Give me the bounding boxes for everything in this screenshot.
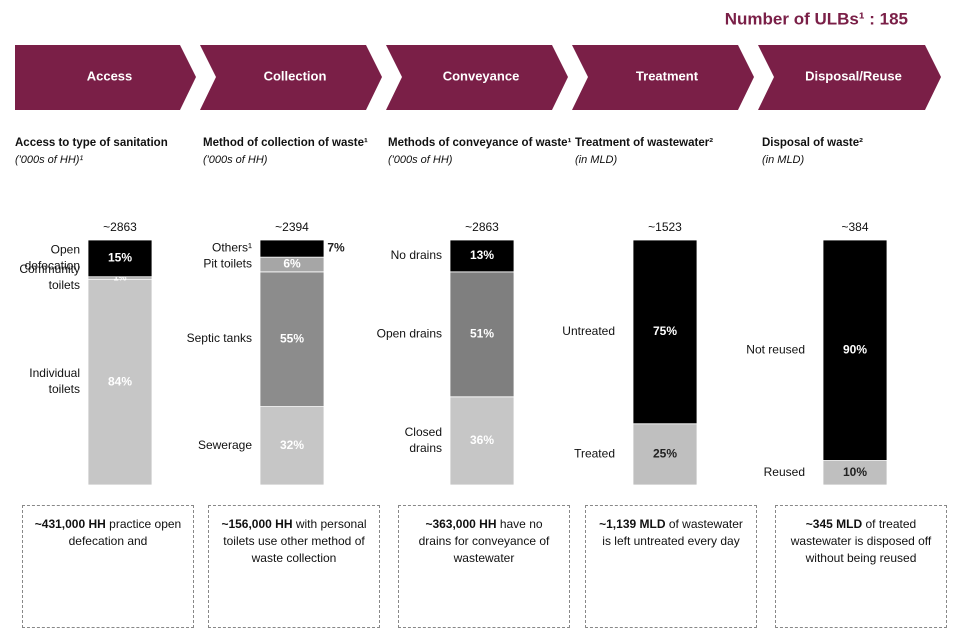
- step-label: Treatment: [636, 68, 699, 83]
- bar-segment: [632, 239, 698, 425]
- value-label: 15%: [108, 251, 132, 265]
- value-label: 13%: [470, 248, 494, 262]
- segment-label: Pit toilets: [203, 257, 252, 271]
- total-label: ~1523: [648, 220, 682, 234]
- note-bold: ~363,000 HH: [425, 517, 497, 531]
- value-label: 10%: [843, 465, 867, 479]
- note-bold: ~345 MLD: [805, 517, 863, 531]
- bar-segment: [87, 239, 153, 278]
- step-arrow: [572, 45, 754, 110]
- note-text: of treated wastewater is disposed off wi…: [790, 517, 932, 565]
- bar-segment: [87, 278, 153, 486]
- chart-title: Treatment of wastewater²: [575, 137, 713, 149]
- value-label: 6%: [283, 257, 301, 271]
- bar-segment: [449, 396, 515, 486]
- value-label: 51%: [470, 326, 494, 340]
- value-label: 36%: [470, 433, 494, 447]
- chart-subtitle: ('000s of HH)¹: [15, 154, 83, 166]
- segment-label: Untreated: [562, 324, 615, 338]
- note-text: of wastewater is left untreated every da…: [602, 517, 743, 548]
- note-text: with personal toilets use other method o…: [223, 517, 367, 565]
- bar-segment: [259, 271, 325, 408]
- bar-segment: [822, 239, 888, 461]
- chart-title: Access to type of sanitation: [15, 137, 168, 149]
- step-arrow: [15, 45, 196, 110]
- note-box: ~431,000 HH practice open defecation and: [22, 505, 194, 628]
- note-box: ~363,000 HH have no drains for conveyanc…: [398, 505, 570, 628]
- chart-subtitle: ('000s of HH): [203, 154, 268, 166]
- segment-label: Septic tanks: [187, 331, 252, 345]
- segment-label: No drains: [391, 248, 442, 262]
- bar-segment: [259, 239, 325, 258]
- segment-label: Treated: [574, 447, 615, 461]
- chart-title: Method of collection of waste¹: [203, 137, 368, 149]
- header-title: Number of ULBs¹ : 185: [725, 9, 908, 28]
- segment-label: Reused: [764, 465, 805, 479]
- step-arrow: [200, 45, 382, 110]
- value-label: 25%: [653, 447, 677, 461]
- note-bold: ~1,139 MLD: [599, 517, 666, 531]
- bar-segment: [449, 239, 515, 273]
- segment-label: Closed drains: [405, 425, 442, 455]
- step-arrow: [758, 45, 941, 110]
- value-label: 55%: [280, 331, 304, 345]
- step-label: Conveyance: [443, 68, 520, 83]
- note-box: ~345 MLD of treated wastewater is dispos…: [775, 505, 947, 628]
- note-text: practice open defecation and: [68, 517, 182, 548]
- step-label: Disposal/Reuse: [805, 68, 902, 83]
- step-arrow: [386, 45, 568, 110]
- chart-subtitle: ('000s of HH): [388, 154, 453, 166]
- chart-title: Methods of conveyance of waste¹: [388, 137, 572, 149]
- step-label: Access: [87, 68, 133, 83]
- total-label: ~2863: [103, 220, 137, 234]
- value-label: 1%: [113, 272, 126, 282]
- note-box: ~1,139 MLD of wastewater is left untreat…: [585, 505, 757, 628]
- value-label: 90%: [843, 342, 867, 356]
- segment-label: Not reused: [746, 342, 805, 356]
- note-bold: ~431,000 HH: [34, 517, 106, 531]
- segment-label: Open defecation: [25, 243, 80, 273]
- total-label: ~384: [841, 220, 868, 234]
- step-label: Collection: [264, 68, 327, 83]
- segment-label: Individual toilets: [29, 366, 80, 396]
- value-label: 84%: [108, 374, 132, 388]
- bar-segment: [632, 423, 698, 486]
- segment-label: Community toilets: [19, 262, 80, 292]
- total-label: ~2394: [275, 220, 309, 234]
- chart-subtitle: (in MLD): [762, 154, 805, 166]
- value-label: 7%: [327, 241, 345, 255]
- bar-segment: [449, 271, 515, 398]
- note-text: have no drains for conveyance of wastewa…: [418, 517, 550, 565]
- chart-title: Disposal of waste²: [762, 137, 863, 149]
- total-label: ~2863: [465, 220, 499, 234]
- segment-label: Open drains: [377, 326, 442, 340]
- segment-label: Others¹: [212, 241, 252, 255]
- note-bold: ~156,000 HH: [221, 517, 293, 531]
- segment-label: Sewerage: [198, 438, 252, 452]
- chart-subtitle: (in MLD): [575, 154, 618, 166]
- note-box: ~156,000 HH with personal toilets use ot…: [208, 505, 380, 628]
- value-label: 75%: [653, 324, 677, 338]
- bar-segment: [822, 460, 888, 486]
- value-label: 32%: [280, 438, 304, 452]
